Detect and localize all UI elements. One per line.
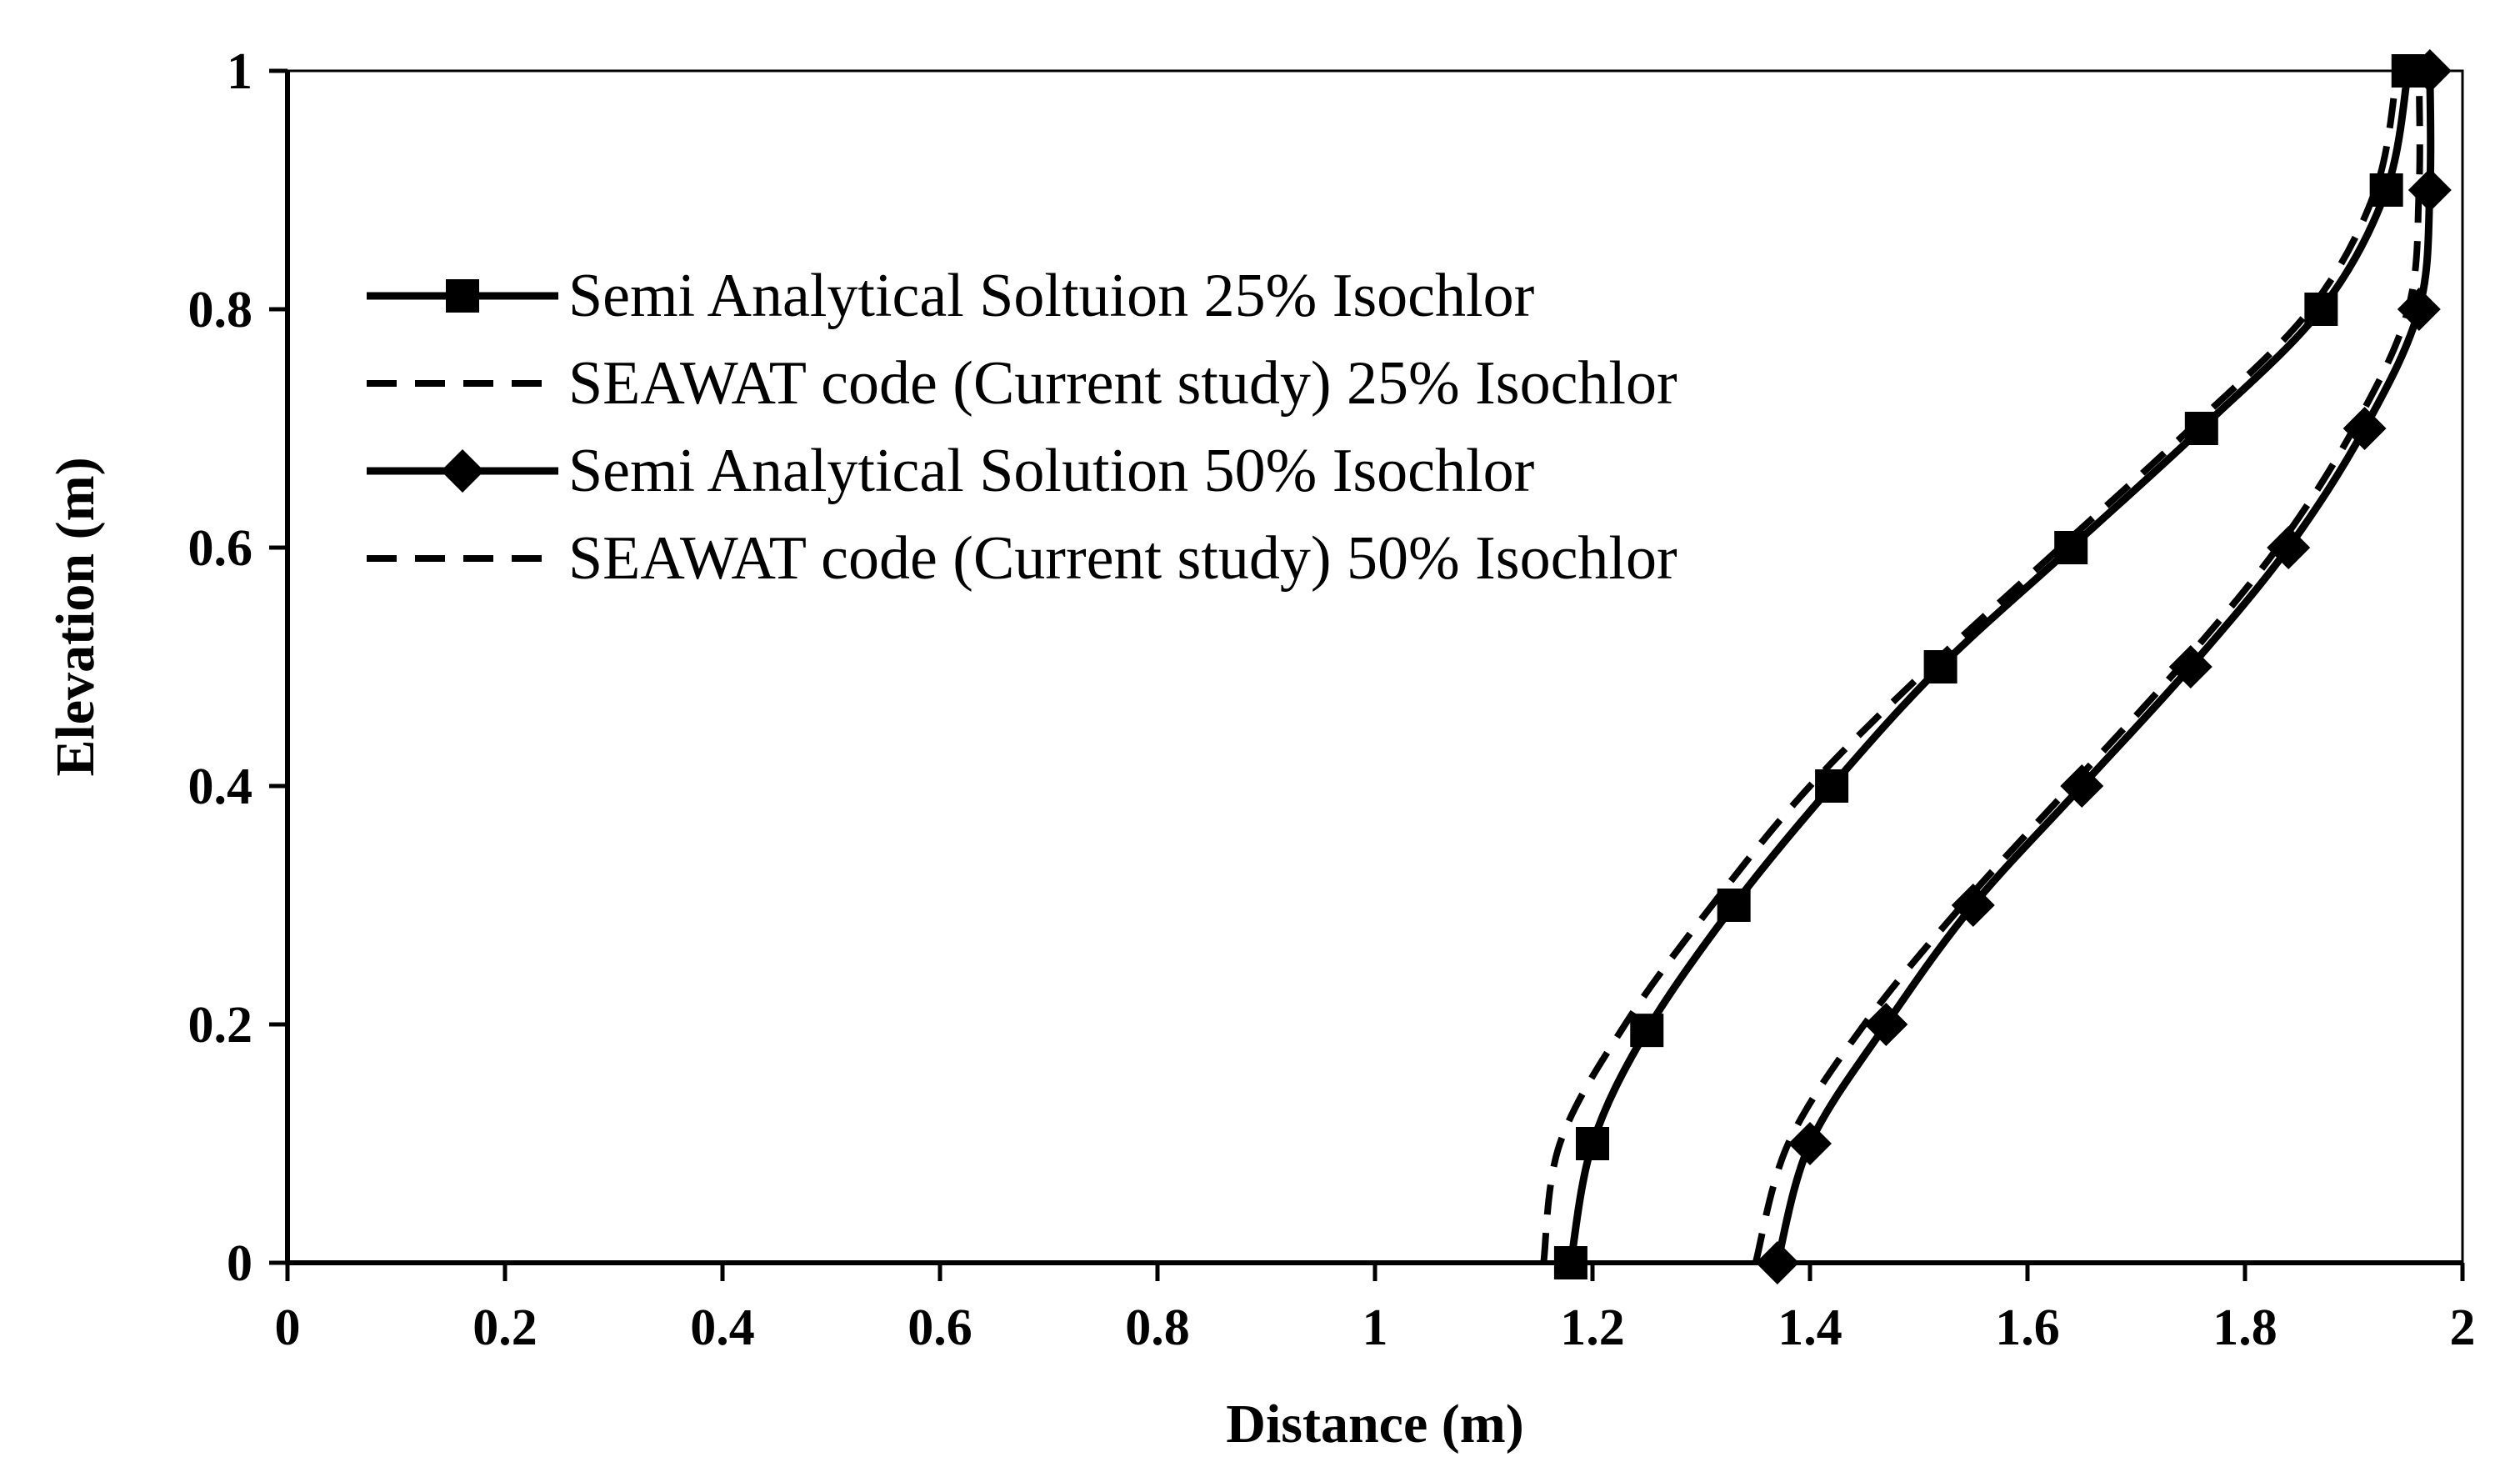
square-marker: [446, 279, 479, 313]
diamond-marker: [2408, 49, 2452, 93]
series-4: [1752, 70, 2423, 1264]
y-tick-label: 0: [227, 1235, 252, 1292]
square-marker: [1576, 1127, 1609, 1160]
series-line: [1752, 70, 2423, 1264]
x-axis-title: Distance (m): [1226, 1394, 1523, 1454]
y-tick-label: 0.2: [188, 997, 253, 1054]
legend-label: Semi Analytical Solution 50% Isochlor: [568, 437, 1534, 505]
x-tick-label: 1.2: [1560, 1299, 1625, 1356]
x-tick-label: 0.8: [1125, 1299, 1190, 1356]
x-tick-label: 0.2: [472, 1299, 538, 1356]
square-marker: [1815, 769, 1849, 803]
diamond-marker: [2267, 526, 2311, 569]
legend-label: Semi Analytical Soltuion 25% Isochlor: [568, 262, 1534, 330]
series-1: [1553, 54, 2425, 1279]
diamond-marker: [1864, 1003, 1908, 1046]
y-tick-label: 0.6: [188, 520, 253, 577]
x-tick-label: 1.8: [2212, 1299, 2278, 1356]
series-layer: [1540, 49, 2452, 1284]
series-line: [1540, 70, 2401, 1264]
legend-entry: SEAWAT code (Current study) 50% Isochlor: [367, 524, 1678, 593]
diamond-marker: [441, 449, 484, 493]
legend-entry: Semi Analytical Solution 50% Isochlor: [367, 437, 1534, 505]
diamond-marker: [1755, 1241, 1799, 1284]
y-tick-label: 0.4: [188, 759, 253, 815]
legend-label: SEAWAT code (Current study) 25% Isochlor: [568, 349, 1678, 418]
axes: 0 0.2 0.4 0.6 0.8 1 1.2 1.4 1.6 1.8 2 0 0.2 0.4 0.6 0.8…: [188, 43, 2476, 1356]
diamond-marker: [1788, 1122, 1832, 1165]
x-tick-label: 0.6: [908, 1299, 972, 1356]
legend-entry: Semi Analytical Soltuion 25% Isochlor: [367, 262, 1534, 330]
y-axis-title: Elevation (m): [45, 457, 106, 776]
diamond-marker: [1951, 884, 1995, 927]
x-tick-label: 1: [1362, 1299, 1388, 1356]
series-2: [1540, 70, 2401, 1264]
square-marker: [1717, 889, 1751, 922]
diamond-marker: [2060, 764, 2104, 808]
x-tick-label: 0.4: [690, 1299, 755, 1356]
legend: Semi Analytical Soltuion 25% Isochlor SEA…: [367, 262, 1678, 593]
y-tick-label: 1: [227, 43, 252, 100]
x-tick-label: 0: [275, 1299, 301, 1356]
diamond-marker: [2168, 645, 2212, 688]
x-tick-label: 1.6: [1995, 1299, 2060, 1356]
x-tick-label: 1.4: [1778, 1299, 1842, 1356]
diamond-marker: [2342, 407, 2387, 450]
square-marker: [1553, 1246, 1588, 1279]
y-tick-label: 0.8: [188, 282, 253, 338]
x-tick-label: 2: [2450, 1299, 2476, 1356]
square-marker: [2369, 173, 2403, 207]
legend-entry: SEAWAT code (Current study) 25% Isochlor: [367, 349, 1678, 418]
square-marker: [1630, 1014, 1664, 1048]
legend-label: SEAWAT code (Current study) 50% Isochlor: [568, 524, 1678, 593]
